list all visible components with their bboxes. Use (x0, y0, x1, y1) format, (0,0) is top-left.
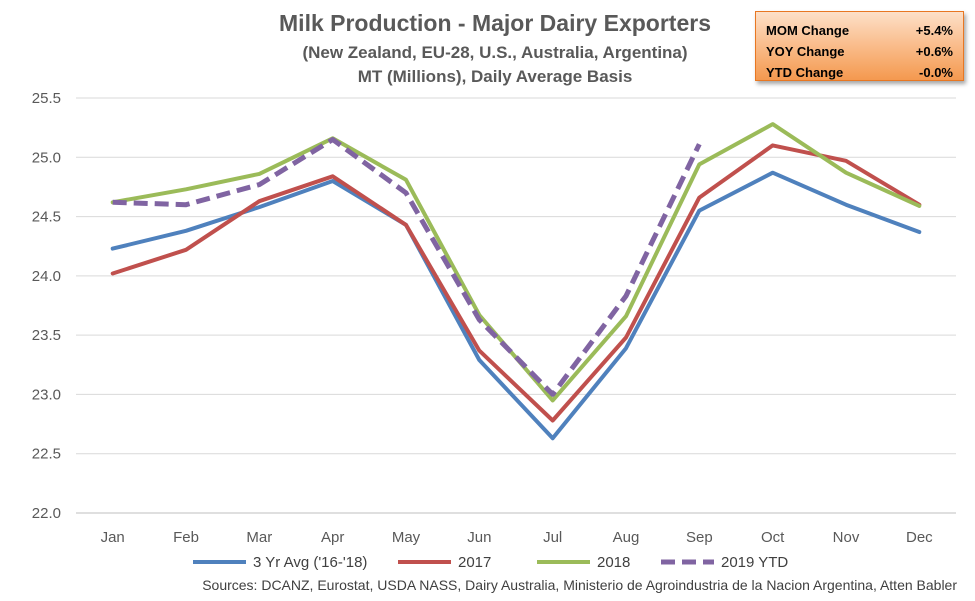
x-tick-label: Feb (173, 529, 199, 546)
y-tick-label: 24.5 (32, 209, 61, 226)
stat-row-mom: MOM Change +5.4% (766, 20, 953, 41)
y-tick-label: 25.0 (32, 149, 61, 166)
stat-row-ytd: YTD Change -0.0% (766, 62, 953, 83)
stat-row-yoy: YOY Change +0.6% (766, 41, 953, 62)
legend-label: 2018 (597, 554, 630, 571)
legend-label: 2019 YTD (721, 554, 788, 571)
y-tick-label: 25.5 (32, 90, 61, 107)
legend: 3 Yr Avg ('16-'18) 2017 2018 2019 YTD (193, 554, 788, 571)
source-note: Sources: DCANZ, Eurostat, USDA NASS, Dai… (202, 577, 957, 593)
series-line (112, 137, 702, 397)
stat-label: MOM Change (766, 23, 850, 38)
chart-subtitle-2: MT (Millions), Daily Average Basis (358, 67, 633, 86)
series-line (110, 143, 922, 423)
x-tick-label: Jun (467, 529, 491, 546)
legend-label: 2017 (458, 554, 491, 571)
x-tick-label: Nov (833, 529, 860, 546)
stat-value: +5.4% (915, 23, 953, 38)
x-axis-tick-labels: Jan Feb Mar Apr May Jun Jul Aug Sep Oct Nov Dec (101, 529, 934, 546)
x-tick-label: Sep (686, 529, 713, 546)
y-axis-tick-labels: 22.0 22.5 23.0 23.5 24.0 24.5 25.0 25.5 (32, 90, 61, 522)
x-tick-label: Jul (543, 529, 562, 546)
y-tick-label: 23.0 (32, 386, 61, 403)
x-tick-label: Mar (246, 529, 272, 546)
chart-title: Milk Production - Major Dairy Exporters (279, 10, 711, 36)
x-tick-label: Apr (321, 529, 344, 546)
stat-value: -0.0% (919, 65, 953, 80)
chart-subtitle-1: (New Zealand, EU-28, U.S., Australia, Ar… (302, 43, 687, 62)
series-line (110, 170, 922, 441)
y-tick-label: 22.0 (32, 505, 61, 522)
change-stats-box: MOM Change +5.4% YOY Change +0.6% YTD Ch… (755, 11, 964, 81)
y-tick-label: 22.5 (32, 446, 61, 463)
legend-label: 3 Yr Avg ('16-'18) (253, 554, 367, 571)
series-lines (110, 122, 922, 441)
x-tick-label: Oct (761, 529, 785, 546)
stat-label: YOY Change (766, 44, 845, 59)
gridlines (76, 97, 956, 514)
x-tick-label: May (392, 529, 421, 546)
x-tick-label: Jan (101, 529, 125, 546)
y-tick-label: 24.0 (32, 268, 61, 285)
x-tick-label: Aug (613, 529, 640, 546)
x-tick-label: Dec (906, 529, 933, 546)
stat-label: YTD Change (766, 65, 844, 80)
stat-value: +0.6% (915, 44, 953, 59)
y-tick-label: 23.5 (32, 327, 61, 344)
